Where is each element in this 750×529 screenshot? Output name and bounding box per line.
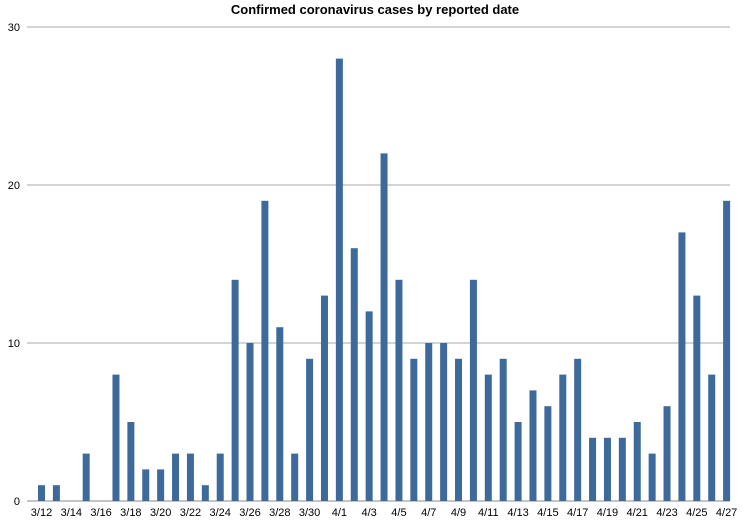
bar-4/19 xyxy=(603,437,611,501)
x-tick-label: 3/30 xyxy=(299,507,320,519)
bar-4/25 xyxy=(693,295,701,501)
x-tick-label: 4/5 xyxy=(391,507,406,519)
bar-4/24 xyxy=(678,232,686,501)
x-tick-label: 3/18 xyxy=(120,507,141,519)
bar-4/16 xyxy=(559,374,567,501)
x-tick-label: 4/17 xyxy=(567,507,588,519)
x-tick-label: 3/12 xyxy=(31,507,52,519)
bar-3/25 xyxy=(231,279,239,501)
bar-4/14 xyxy=(529,390,537,501)
bar-3/12 xyxy=(38,485,45,501)
x-tick-label: 4/15 xyxy=(537,507,558,519)
bar-4/10 xyxy=(469,279,477,501)
bar-3/17 xyxy=(112,374,120,501)
bar-4/23 xyxy=(663,406,671,501)
bar-3/20 xyxy=(157,469,165,501)
x-tick-label: 3/28 xyxy=(269,507,290,519)
bar-4/26 xyxy=(708,374,716,501)
x-axis-ticks: 3/12 3/14 3/16 3/18 3/20 3/22 3/24 3/26 3/28 3/30… xyxy=(31,507,738,519)
bar-4/12 xyxy=(499,358,507,501)
bar-3/13 xyxy=(52,485,60,501)
bar-4/27 xyxy=(723,200,731,502)
x-tick-label: 4/13 xyxy=(507,507,528,519)
x-tick-label: 4/21 xyxy=(627,507,648,519)
bar-3/29 xyxy=(291,453,299,501)
x-tick-label: 3/22 xyxy=(180,507,201,519)
y-tick-label: 30 xyxy=(8,22,20,34)
bar-4/20 xyxy=(618,437,626,501)
x-tick-label: 4/23 xyxy=(656,507,677,519)
x-tick-label: 3/20 xyxy=(150,507,171,519)
bar-3/19 xyxy=(142,469,150,501)
bar-3/31 xyxy=(320,295,328,501)
bar-4/4 xyxy=(380,153,388,501)
bar-4/11 xyxy=(484,374,492,501)
bar-3/22 xyxy=(186,453,194,501)
bar-4/2 xyxy=(350,248,358,501)
y-axis-ticks: 0 10 20 30 xyxy=(8,22,20,508)
x-tick-label: 4/3 xyxy=(362,507,377,519)
bar-4/15 xyxy=(544,406,552,501)
bar-4/13 xyxy=(514,422,522,501)
bar-4/18 xyxy=(589,437,597,501)
x-tick-label: 4/27 xyxy=(716,507,737,519)
bar-3/28 xyxy=(276,327,284,501)
x-tick-label: 4/7 xyxy=(421,507,436,519)
x-tick-label: 3/24 xyxy=(210,507,231,519)
x-tick-label: 3/26 xyxy=(239,507,260,519)
x-tick-label: 4/19 xyxy=(597,507,618,519)
x-tick-label: 4/9 xyxy=(451,507,466,519)
bar-4/7 xyxy=(425,343,433,501)
bar-4/22 xyxy=(648,453,656,501)
y-tick-label: 20 xyxy=(8,180,20,192)
y-tick-label: 0 xyxy=(14,496,20,508)
bar-3/21 xyxy=(172,453,180,501)
bar-4/9 xyxy=(455,358,463,501)
bar-3/27 xyxy=(261,200,269,502)
x-tick-label: 4/25 xyxy=(686,507,707,519)
x-tick-label: 3/14 xyxy=(61,507,82,519)
bar-4/21 xyxy=(633,422,641,501)
bar-4/1 xyxy=(335,58,343,501)
y-tick-label: 10 xyxy=(8,338,20,350)
x-tick-label: 4/1 xyxy=(332,507,347,519)
bar-3/26 xyxy=(246,343,254,501)
bars xyxy=(38,58,731,502)
x-tick-label: 3/16 xyxy=(90,507,111,519)
bar-4/17 xyxy=(574,358,582,501)
bar-4/8 xyxy=(440,343,448,501)
chart-title: Confirmed coronavirus cases by reported … xyxy=(230,2,520,17)
bar-4/6 xyxy=(410,358,418,501)
bar-4/5 xyxy=(395,279,403,501)
bar-3/30 xyxy=(306,358,314,501)
bar-3/24 xyxy=(216,453,224,501)
bar-3/18 xyxy=(127,422,135,501)
x-tick-label: 4/11 xyxy=(478,507,499,519)
bar-4/3 xyxy=(365,311,373,501)
bar-3/23 xyxy=(201,485,209,501)
bar-3/15 xyxy=(82,453,90,501)
